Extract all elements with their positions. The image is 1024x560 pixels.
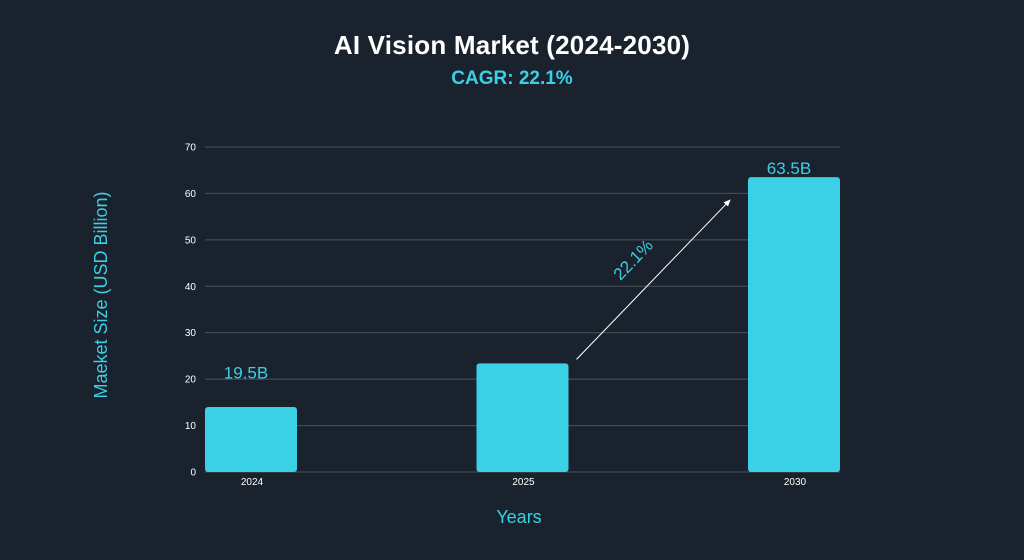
chart-subtitle: CAGR: 22.1%	[451, 68, 573, 89]
chart-title: AI Vision Market (2024-2030)	[333, 30, 691, 60]
bar-2030	[748, 177, 840, 472]
x-tick-label: 2025	[512, 477, 535, 488]
y-tick-label: 10	[185, 421, 197, 432]
growth-arrow	[576, 199, 731, 360]
y-tick-label: 70	[185, 143, 197, 154]
data-label-2030: 63.5B	[767, 159, 811, 178]
growth-annotation: 22.1%	[576, 199, 731, 360]
bar-2024	[205, 407, 297, 472]
bars	[205, 177, 840, 472]
x-tick-label: 2030	[784, 477, 807, 488]
y-tick-label: 40	[185, 282, 197, 293]
bar-2025	[476, 363, 569, 472]
x-tick-label: 2024	[241, 477, 264, 488]
y-tick-label: 30	[185, 328, 197, 339]
y-axis-title: Maeket Size (USD Billion)	[91, 191, 111, 398]
x-axis-ticks: 2024 2025 2030	[241, 477, 807, 488]
y-tick-label: 60	[185, 189, 197, 200]
data-labels: 19.5B 63.5B	[224, 159, 811, 382]
y-tick-label: 20	[185, 375, 197, 386]
y-tick-label: 0	[190, 468, 196, 479]
y-tick-label: 50	[185, 235, 197, 246]
data-label-2024: 19.5B	[224, 363, 268, 382]
y-axis-ticks: 0 10 20 30 40 50 60 70	[185, 143, 197, 479]
x-axis-title: Years	[496, 507, 541, 527]
growth-rate-label: 22.1%	[610, 236, 657, 284]
